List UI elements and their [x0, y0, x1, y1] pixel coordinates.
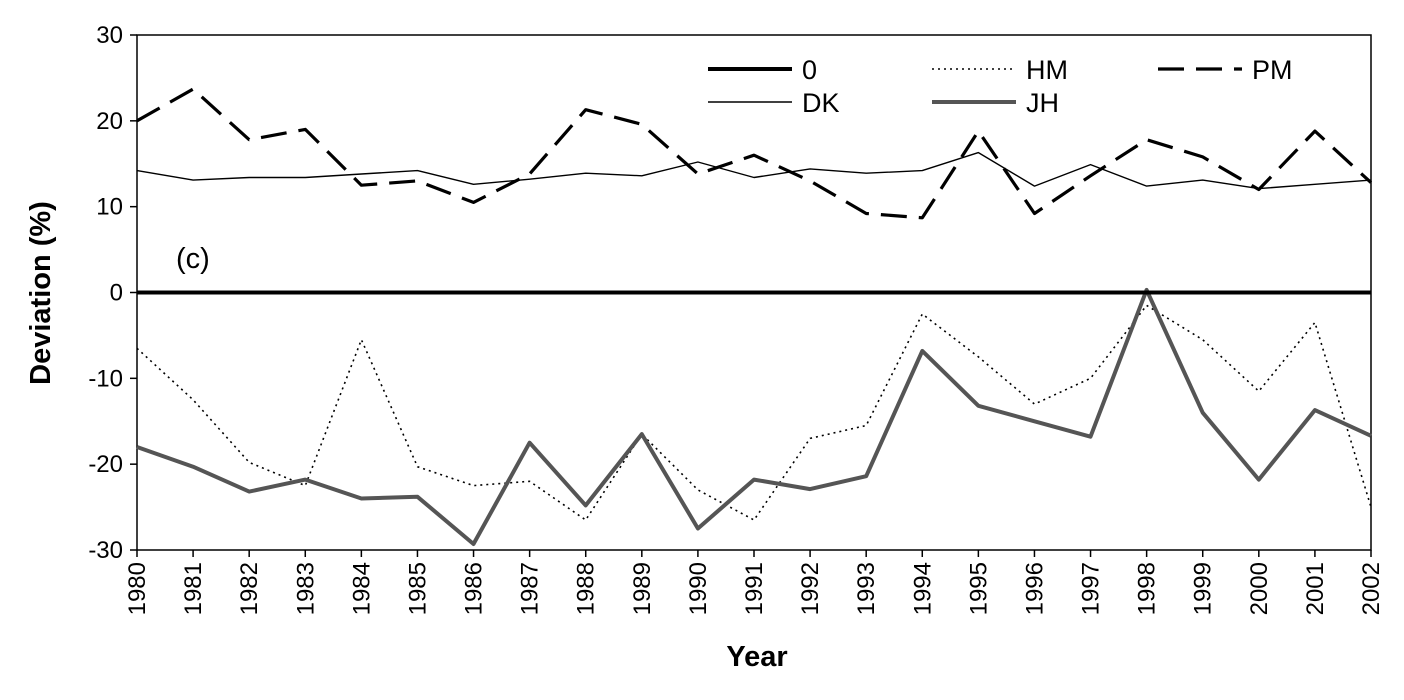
x-tick-label: 1981	[180, 562, 207, 615]
x-tick-label: 1998	[1134, 562, 1161, 615]
x-tick-label: 1993	[853, 562, 880, 615]
x-tick-label: 1980	[124, 562, 151, 615]
x-tick-label: 1992	[797, 562, 824, 615]
legend-label-zero: 0	[802, 55, 817, 85]
y-tick-label: -20	[88, 451, 123, 478]
x-tick-label: 1994	[909, 562, 936, 615]
x-tick-label: 1995	[965, 562, 992, 615]
legend-label-jh: JH	[1026, 88, 1059, 118]
y-axis-title: Deviation (%)	[25, 201, 57, 385]
x-tick-label: 1987	[517, 562, 544, 615]
y-tick-label: 0	[110, 280, 123, 307]
x-tick-label: 1983	[292, 562, 319, 615]
y-tick-label: 30	[96, 22, 123, 49]
x-tick-label: 1982	[236, 562, 263, 615]
x-tick-label: 1996	[1021, 562, 1048, 615]
x-tick-label: 1988	[573, 562, 600, 615]
x-tick-label: 1984	[348, 562, 375, 615]
x-tick-label: 1997	[1078, 562, 1105, 615]
x-tick-label: 1991	[741, 562, 768, 615]
y-axis: -30 -20 -10 0 10 20 30	[88, 22, 137, 564]
panel-label: (c)	[176, 243, 210, 275]
y-tick-label: -10	[88, 365, 123, 392]
x-tick-label: 2001	[1302, 562, 1329, 615]
series-line-pm	[136, 87, 1373, 220]
x-tick-label: 1989	[629, 562, 656, 615]
series-line-dk	[136, 151, 1372, 190]
x-tick-label: 1990	[685, 562, 712, 615]
legend-label-dk: DK	[802, 88, 840, 118]
y-tick-label: 20	[96, 108, 123, 135]
legend-label-hm: HM	[1026, 55, 1068, 85]
y-tick-label: -30	[88, 537, 123, 564]
x-tick-label: 1999	[1190, 562, 1217, 615]
series-line-hm	[136, 304, 1372, 521]
series-layer	[136, 87, 1373, 546]
x-tick-label: 2002	[1358, 562, 1385, 615]
x-axis-title: Year	[726, 641, 787, 673]
x-axis: 1980 1981 1982 1983 1984 1985 1986 1987 1988 1989…	[124, 550, 1385, 615]
series-line-jh	[136, 287, 1372, 546]
x-tick-label: 1986	[461, 562, 488, 615]
y-tick-label: 10	[96, 194, 123, 221]
x-tick-label: 1985	[404, 562, 431, 615]
legend: 0 HM PM DK JH	[708, 55, 1293, 118]
legend-label-pm: PM	[1252, 55, 1293, 85]
x-tick-label: 2000	[1246, 562, 1273, 615]
